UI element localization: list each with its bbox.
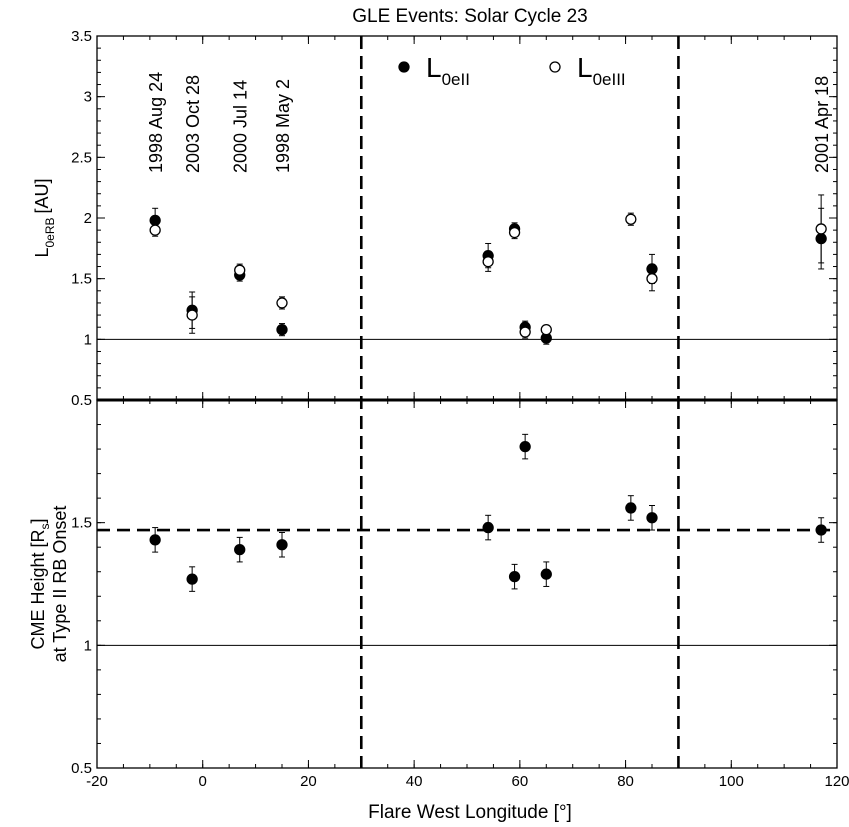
top-open-point bbox=[276, 297, 288, 309]
bottom-filled-point bbox=[815, 524, 827, 536]
top-y-tick-label: 3 bbox=[84, 89, 92, 106]
legend-label: L0eII bbox=[426, 52, 470, 89]
bottom-filled-point bbox=[482, 521, 494, 534]
bottom-filled-point bbox=[646, 512, 658, 524]
event-label: 1998 May 2 bbox=[273, 79, 293, 173]
bottom-filled-point bbox=[625, 502, 637, 514]
bottom-filled-point bbox=[508, 570, 521, 583]
top-frame bbox=[96, 35, 838, 401]
top-open-point bbox=[815, 223, 827, 235]
top-y-tick-label: 0.5 bbox=[71, 392, 92, 409]
bottom-y-label-line1-main: CME Height [R bbox=[28, 529, 48, 649]
bottom-filled-point bbox=[149, 534, 161, 546]
top-open-point bbox=[625, 213, 637, 225]
bottom-filled-point bbox=[519, 440, 531, 453]
x-tick-label: 20 bbox=[300, 773, 317, 790]
top-y-tick-label: 1 bbox=[84, 331, 92, 348]
bottom-filled-point bbox=[540, 568, 552, 580]
x-tick-label: 120 bbox=[824, 773, 849, 790]
top-open-point bbox=[646, 273, 658, 285]
top-panel: 0.5 1 1.5 2 2.5 3 3.5 1998 Aug 24 2003 Oct 28 200… bbox=[71, 28, 838, 409]
event-label-group: 2001 Apr 18 bbox=[812, 76, 832, 173]
top-filled-point bbox=[276, 323, 288, 336]
legend-label-main: L bbox=[426, 52, 442, 83]
legend: L0eII L0eIII bbox=[398, 52, 626, 89]
overlay-lines bbox=[359, 36, 680, 768]
top-open-point bbox=[234, 264, 246, 276]
svg-text:CME Height [Rs]: CME Height [Rs] bbox=[28, 518, 52, 649]
bottom-filled-point bbox=[234, 544, 246, 556]
top-open-point bbox=[519, 326, 531, 338]
x-tick-label: 40 bbox=[406, 773, 423, 790]
top-open-point bbox=[482, 256, 494, 268]
x-tick-label: 80 bbox=[617, 773, 634, 790]
x-tick-label: -20 bbox=[86, 773, 108, 790]
bottom-filled-point bbox=[276, 539, 288, 551]
top-y-label-sub: 0eRB bbox=[43, 217, 57, 247]
top-open-point bbox=[508, 226, 521, 239]
legend-label: L0eIII bbox=[577, 52, 626, 89]
top-y-label-unit: [AU] bbox=[32, 178, 52, 213]
svg-text:L0eRB[AU]: L0eRB [AU] bbox=[32, 178, 57, 257]
bottom-y-tick-label: 1.5 bbox=[71, 515, 92, 532]
event-label-group: 1998 Aug 24 bbox=[146, 72, 166, 173]
top-open-point bbox=[149, 224, 161, 236]
event-label: 2003 Oct 28 bbox=[183, 75, 203, 173]
bottom-y-label-line1-sub: s bbox=[38, 523, 52, 529]
event-label-group: 1998 May 2 bbox=[273, 79, 293, 173]
bottom-y-tick-label: 0.5 bbox=[71, 760, 92, 777]
legend-label-main: L bbox=[577, 52, 593, 83]
bottom-y-label-line2: at Type II RB Onset bbox=[50, 506, 70, 663]
bottom-y-tick-label: 1 bbox=[84, 637, 92, 654]
x-tick-label: 0 bbox=[199, 773, 207, 790]
event-label: 1998 Aug 24 bbox=[146, 72, 166, 173]
x-axis-label: Flare West Longitude [°] bbox=[368, 802, 572, 823]
event-label: 2001 Apr 18 bbox=[812, 76, 832, 173]
x-tick-label: 60 bbox=[512, 773, 529, 790]
chart-title: GLE Events: Solar Cycle 23 bbox=[352, 6, 588, 27]
bottom-filled-point bbox=[186, 573, 198, 585]
event-label: 2000 Jul 14 bbox=[231, 80, 251, 173]
event-label-group: 2000 Jul 14 bbox=[231, 80, 251, 173]
top-y-label-main: L bbox=[32, 248, 52, 258]
top-y-axis-label: L0eRB [AU] bbox=[32, 178, 57, 257]
event-label-group: 2003 Oct 28 bbox=[183, 75, 203, 173]
x-tick-label: 100 bbox=[719, 773, 744, 790]
bottom-panel: 0.5 1 1.5 -20 0 20 40 60 80 100 120 bbox=[71, 399, 849, 790]
top-y-tick-label: 3.5 bbox=[71, 28, 92, 45]
top-y-tick-label: 2 bbox=[84, 210, 92, 227]
top-y-tick-label: 2.5 bbox=[71, 149, 92, 166]
legend-label-sub: 0eII bbox=[442, 70, 470, 89]
bottom-frame bbox=[96, 399, 838, 769]
legend-label-sub: 0eIII bbox=[593, 70, 626, 89]
legend-marker-filled bbox=[398, 61, 410, 73]
bottom-y-axis-label: CME Height [Rs] at Type II RB Onset bbox=[28, 506, 70, 663]
top-open-point bbox=[540, 323, 552, 336]
top-open-point bbox=[186, 309, 198, 321]
legend-marker-open bbox=[549, 61, 561, 73]
bottom-y-label-line1-end: ] bbox=[28, 518, 48, 523]
top-y-tick-label: 1.5 bbox=[71, 271, 92, 288]
